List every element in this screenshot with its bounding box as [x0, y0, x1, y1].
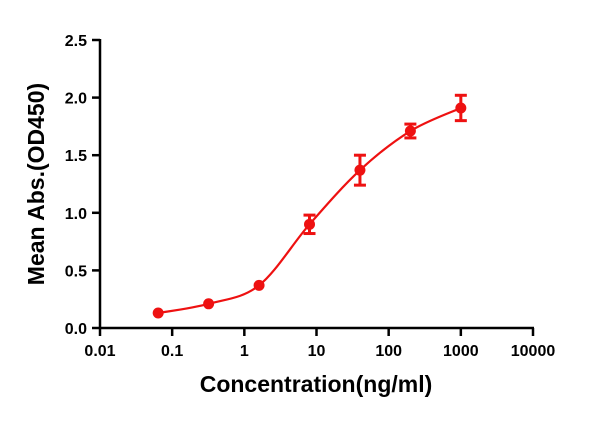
axes: 0.01 0.1 1 10 100 1000 10000 0.0 0.5 1.0 1.5 2.0 2.5 — [65, 33, 556, 360]
x-tick-label: 0.01 — [84, 343, 115, 360]
y-tick-label: 1.5 — [65, 148, 87, 165]
y-tick-label: 0.5 — [65, 263, 87, 280]
points-layer — [152, 93, 467, 319]
x-tick-label: 10000 — [511, 343, 556, 360]
y-tick-label: 0.0 — [65, 321, 87, 338]
y-tick-label: 1.0 — [65, 206, 87, 223]
data-point — [203, 298, 215, 310]
data-point — [354, 164, 366, 176]
x-tick-label: 1 — [240, 343, 249, 360]
data-point — [455, 102, 467, 114]
data-point — [253, 279, 265, 291]
x-tick-label: 1000 — [443, 343, 479, 360]
data-point — [304, 218, 316, 230]
x-axis-label: Concentration(ng/ml) — [200, 371, 433, 397]
y-tick-label: 2.0 — [65, 91, 87, 108]
y-tick-label: 2.5 — [65, 33, 87, 50]
data-point — [152, 307, 164, 319]
x-tick-label: 10 — [308, 343, 326, 360]
x-tick-label: 0.1 — [161, 343, 183, 360]
y-axis-label: Mean Abs.(OD450) — [23, 83, 49, 285]
data-point — [404, 125, 416, 137]
x-tick-label: 100 — [375, 343, 402, 360]
